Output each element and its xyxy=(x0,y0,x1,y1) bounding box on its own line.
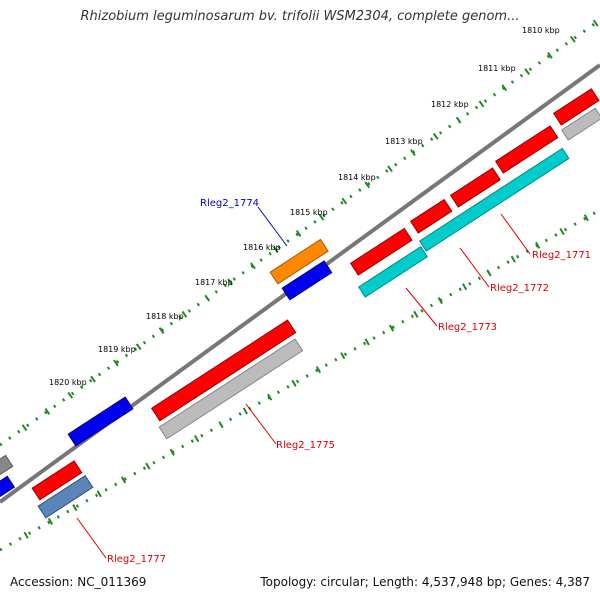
ruler-tick xyxy=(592,19,599,27)
ruler-tick xyxy=(72,504,78,512)
ruler-tick-label: 1815 kbp xyxy=(290,208,328,217)
gene-arrow[interactable] xyxy=(31,460,83,501)
ruler-tick xyxy=(559,228,565,236)
ruler-tick-label: 1810 kbp xyxy=(522,26,560,35)
ruler-tick xyxy=(242,407,248,415)
ruler-tick xyxy=(501,84,508,92)
gene-arrow[interactable] xyxy=(419,147,570,252)
gene-arrow[interactable] xyxy=(37,474,94,519)
ruler-tick-label: 1820 kbp xyxy=(49,378,87,387)
ruler-tick xyxy=(135,343,142,351)
ruler-tick xyxy=(295,230,302,237)
ruler-tick xyxy=(227,278,233,286)
ruler-tick-label: 1812 kbp xyxy=(431,100,469,109)
ruler-tick xyxy=(120,476,127,484)
ruler-tick xyxy=(90,375,96,383)
gene-arrow[interactable] xyxy=(349,227,413,276)
ruler-tick xyxy=(410,149,416,156)
gene-arrow-highlight[interactable] xyxy=(269,238,329,285)
gene-arrow[interactable] xyxy=(358,245,429,298)
genome-title: Rhizobium leguminosarum bv. trifolii WSM… xyxy=(80,9,520,24)
ruler-tick xyxy=(437,297,443,305)
ruler-tick xyxy=(158,327,165,334)
ruler-tick xyxy=(23,531,29,539)
ruler-tick xyxy=(250,262,256,270)
ruler-track-outer xyxy=(0,18,600,447)
gene-label-Rleg2_1773[interactable]: Rleg2_1773 xyxy=(438,322,497,333)
gene-arrow[interactable] xyxy=(150,319,297,422)
ruler-tick-label: 1819 kbp xyxy=(98,345,136,354)
ruler-tick-label: 1818 kbp xyxy=(146,312,184,321)
ruler-tick xyxy=(340,352,346,360)
gene-label-Rleg2_1771[interactable]: Rleg2_1771 xyxy=(532,250,591,261)
ruler-tick xyxy=(315,366,322,374)
ruler-tick xyxy=(113,359,119,367)
ruler-tick xyxy=(218,421,224,429)
gene-arrow[interactable] xyxy=(281,260,333,301)
ruler-tick-label: 1814 kbp xyxy=(338,173,376,182)
ruler-tick xyxy=(44,408,51,415)
gene-arrow[interactable] xyxy=(0,475,16,498)
ruler-tick xyxy=(364,338,370,346)
gene-arrow[interactable] xyxy=(0,454,14,476)
gene-label-Rleg2_1772[interactable]: Rleg2_1772 xyxy=(490,283,549,294)
gene-arrow[interactable] xyxy=(561,107,600,141)
ruler-tick xyxy=(388,324,395,332)
ruler-tick xyxy=(194,435,200,443)
gene-arrow[interactable] xyxy=(494,125,559,174)
ruler-tick xyxy=(181,310,188,318)
ruler-tick xyxy=(413,310,419,318)
gene-arrows xyxy=(0,88,600,519)
gene-arrow[interactable] xyxy=(449,167,501,208)
ruler-tick xyxy=(21,424,28,432)
ruler-tick-label: 1811 kbp xyxy=(478,64,516,73)
ruler-tick xyxy=(204,294,211,302)
ruler-tick xyxy=(486,269,492,277)
ruler-tick xyxy=(535,241,541,249)
ruler-tick xyxy=(462,283,468,291)
callout-lines xyxy=(76,206,531,559)
ruler-tick xyxy=(569,35,576,43)
ruler-tick xyxy=(387,165,393,173)
ruler-tick xyxy=(318,213,325,221)
genome-summary-text: Topology: circular; Length: 4,537,948 bp… xyxy=(260,575,590,589)
ruler-tick-label: 1816 kbp xyxy=(243,243,281,252)
ruler-tick xyxy=(478,100,485,108)
ruler-tick xyxy=(145,462,151,470)
ruler-tick xyxy=(267,393,273,401)
accession-text: Accession: NC_011369 xyxy=(10,575,147,589)
ruler-tick-label: 1817 kbp xyxy=(195,278,233,287)
ruler-tick xyxy=(547,52,553,59)
ruler-tick xyxy=(96,490,102,498)
ruler-tick xyxy=(67,391,74,399)
ruler-tick xyxy=(583,214,589,222)
gene-arrow[interactable] xyxy=(158,338,304,440)
ruler-ticks xyxy=(21,19,599,539)
ruler-tick xyxy=(524,68,531,76)
gene-arrow[interactable] xyxy=(409,198,453,234)
gene-arrow[interactable] xyxy=(67,396,134,447)
ruler-tick xyxy=(272,246,279,254)
ruler-tick xyxy=(364,181,371,189)
gene-label-Rleg2_1775[interactable]: Rleg2_1775 xyxy=(276,440,335,451)
ruler-tick xyxy=(510,255,516,263)
gene-label-Rleg2_1777[interactable]: Rleg2_1777 xyxy=(107,554,166,565)
ruler-tick xyxy=(432,132,439,140)
ruler-tick xyxy=(291,379,297,387)
ruler-tick xyxy=(341,197,348,205)
gene-arrow[interactable] xyxy=(552,88,600,126)
ruler-tick-label: 1813 kbp xyxy=(385,137,423,146)
gene-label-Rleg2_1774[interactable]: Rleg2_1774 xyxy=(200,198,259,209)
ruler-tick xyxy=(455,116,462,124)
ruler-tick xyxy=(47,517,54,525)
ruler-tick xyxy=(169,448,175,456)
